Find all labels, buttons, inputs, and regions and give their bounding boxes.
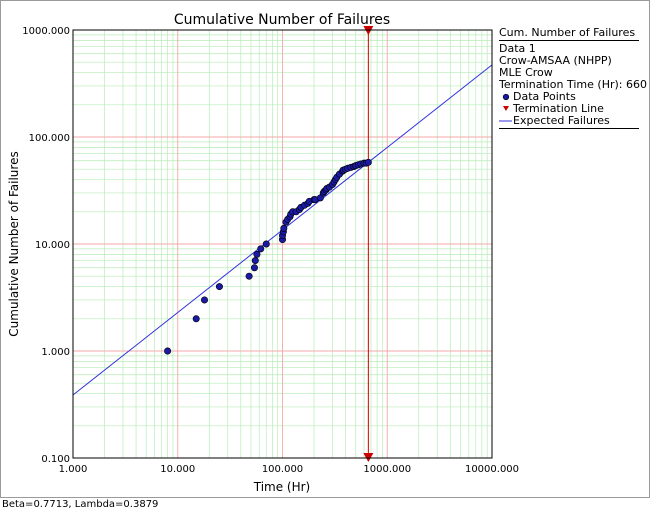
legend-heading: Cum. Number of Failures [499, 27, 639, 41]
legend-item-termination-line: Termination Line [499, 103, 639, 115]
line-icon [499, 115, 513, 127]
model-parameters: Beta=0.7713, Lambda=0.3879 [2, 499, 159, 510]
y-tick-label: 1.000 [41, 347, 70, 358]
legend-label-termination-line: Termination Line [513, 102, 604, 115]
data-point [164, 347, 172, 355]
grid-lines [72, 29, 493, 459]
data-point [364, 158, 372, 166]
data-point [192, 315, 200, 323]
legend-item-data-points: Data Points [499, 91, 639, 103]
data-point [245, 272, 253, 280]
legend-item-expected-failures: Expected Failures [499, 115, 639, 127]
plot-area-border [72, 29, 493, 459]
x-tick-label: 100.000 [262, 464, 303, 475]
data-point [257, 245, 265, 253]
y-tick-label: 0.100 [41, 454, 70, 465]
legend-label-data-points: Data Points [513, 90, 576, 103]
legend-model: Crow-AMSAA (NHPP) [499, 54, 612, 67]
y-tick-label: 100.000 [29, 133, 70, 144]
x-tick-label: 10000.000 [465, 464, 519, 475]
dot-marker-icon [499, 91, 513, 103]
data-point [215, 283, 223, 291]
legend: Cum. Number of Failures Data 1 Crow-AMSA… [499, 27, 647, 129]
x-axis-label: Time (Hr) [253, 480, 311, 494]
chart-marks [73, 26, 492, 462]
triangle-marker-icon [499, 103, 513, 115]
data-point [253, 250, 261, 258]
data-point [251, 257, 259, 265]
status-bar: Beta=0.7713, Lambda=0.3879 [0, 497, 650, 511]
x-tick-label: 1.000 [59, 464, 88, 475]
y-tick-label: 1000.000 [22, 26, 70, 37]
legend-termination: Termination Time (Hr): 660 [499, 78, 647, 91]
y-axis-label: Cumulative Number of Failures [7, 151, 21, 336]
legend-method: MLE Crow [499, 66, 553, 79]
legend-label-expected-failures: Expected Failures [513, 114, 610, 127]
data-point [200, 296, 208, 304]
data-point [262, 240, 270, 248]
legend-divider [499, 128, 639, 129]
x-tick-label: 1000.000 [363, 464, 411, 475]
data-point [280, 224, 288, 232]
x-tick-label: 10.000 [160, 464, 195, 475]
data-point [250, 264, 258, 272]
axis-tick-labels: 1.000 10.000 100.000 1000.000 10000.000 0.100… [22, 26, 519, 475]
y-tick-label: 10.000 [35, 240, 70, 251]
legend-dataset: Data 1 [499, 42, 536, 55]
chart-title: Cumulative Number of Failures [174, 12, 390, 28]
